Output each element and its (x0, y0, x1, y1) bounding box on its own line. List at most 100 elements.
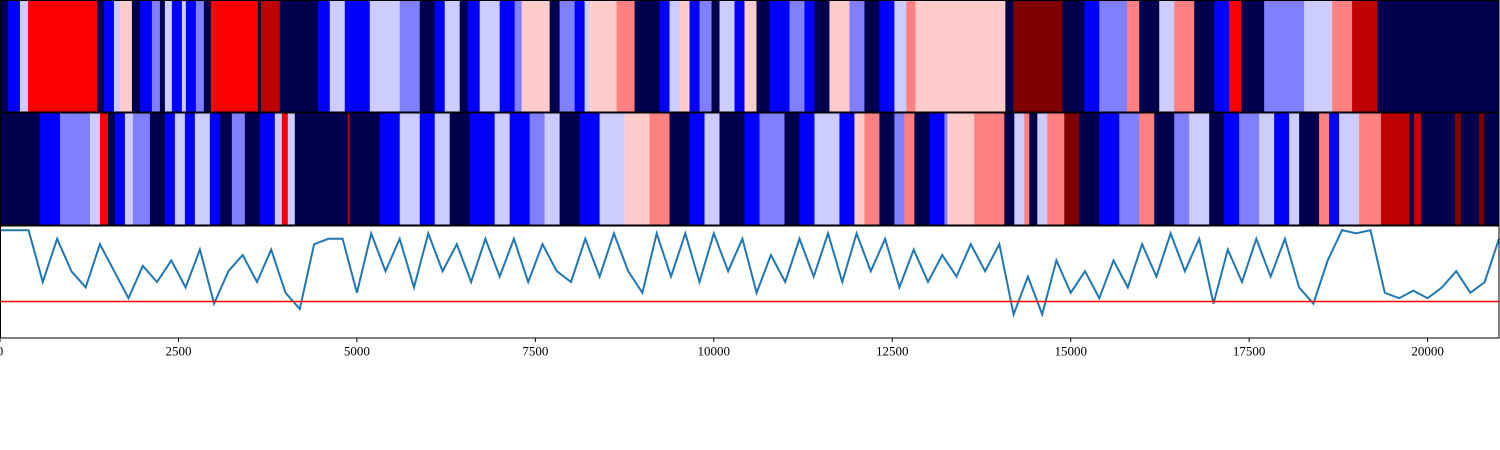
heat-cell (329, 0, 346, 112)
panel-frame (0, 112, 1500, 226)
heat-cell (549, 0, 560, 112)
heat-cell (257, 0, 262, 112)
heat-cell (509, 113, 530, 225)
heat-cell (124, 113, 134, 225)
heat-cell (274, 113, 283, 225)
heat-cell (210, 0, 259, 112)
heat-cell (1274, 113, 1290, 225)
heat-cell (1352, 0, 1378, 112)
heat-cell (704, 113, 720, 225)
heat-cell (894, 0, 907, 112)
heat-cell (759, 113, 785, 225)
heat-cell (347, 113, 351, 225)
heat-cell (559, 113, 580, 225)
heat-cell (589, 0, 617, 112)
heat-cell (1239, 113, 1260, 225)
heat-cell (1062, 0, 1085, 112)
heat-cell (114, 113, 126, 225)
heat-cell (399, 113, 421, 225)
heat-cell (574, 0, 585, 112)
heat-cell (1304, 0, 1333, 112)
heat-cell (131, 0, 141, 112)
x-tick-label: 2500 (165, 344, 191, 359)
heat-cell (1099, 0, 1128, 112)
heat-cell (659, 0, 670, 112)
x-tick-label: 0 (0, 344, 3, 359)
heat-cell (616, 0, 635, 112)
x-tick-label: 12500 (876, 344, 909, 359)
heat-cell (584, 0, 590, 112)
heat-cell (1174, 113, 1190, 225)
heat-cell (1455, 113, 1462, 225)
heat-cell (1024, 113, 1030, 225)
heat-cell (164, 0, 173, 112)
heat-cell (1479, 113, 1485, 225)
heat-cell (1159, 0, 1175, 112)
heat-cell (1332, 0, 1353, 112)
heat-cell (864, 0, 880, 112)
heat-cell (1047, 113, 1065, 225)
heat-cell (769, 0, 790, 112)
heat-cell (231, 113, 246, 225)
heat-cell (1079, 113, 1100, 225)
heat-cell (209, 113, 221, 225)
heat-cell (1259, 113, 1275, 225)
heat-cell (369, 0, 401, 112)
heat-cell (181, 0, 187, 112)
heat-cell (974, 113, 1005, 225)
heat-cell (0, 0, 9, 112)
heat-cell (599, 113, 625, 225)
heat-cell (529, 113, 545, 225)
heat-cell (1264, 0, 1305, 112)
heat-cell (159, 0, 166, 112)
heat-cell (799, 113, 815, 225)
heat-cell (784, 113, 800, 225)
heat-cell (669, 113, 690, 225)
heat-cell (1154, 113, 1175, 225)
heat-cell (894, 113, 905, 225)
heat-cell (929, 113, 945, 225)
heat-cell (119, 0, 133, 112)
heat-cell (854, 113, 865, 225)
heat-cell (19, 0, 29, 112)
heat-cell (849, 0, 865, 112)
heat-cell (1139, 0, 1160, 112)
heat-cell (1414, 113, 1422, 225)
heat-cell (1299, 113, 1320, 225)
heat-cell (444, 0, 460, 112)
heat-cell (756, 0, 770, 112)
heat-cell (317, 0, 331, 112)
heat-cell (1127, 0, 1140, 112)
heat-cell (814, 0, 830, 112)
heat-cell (1005, 0, 1014, 112)
heat-cell (559, 0, 575, 112)
heat-cell (1421, 113, 1456, 225)
heat-cell (219, 113, 233, 225)
heat-cell (59, 113, 91, 225)
heat-cell (1409, 113, 1415, 225)
heat-cell (434, 0, 446, 112)
heat-cell (1194, 0, 1215, 112)
heat-cell (744, 113, 760, 225)
heat-cell (1099, 113, 1120, 225)
heat-cell (1339, 113, 1360, 225)
heat-cell (734, 0, 745, 112)
x-tick-label: 20000 (1411, 344, 1444, 359)
heat-cell (434, 113, 450, 225)
heat-cell (906, 0, 916, 112)
heat-cell (514, 0, 522, 112)
heat-cell (1241, 0, 1265, 112)
panel-frame (0, 0, 1500, 113)
heat-cell (151, 0, 161, 112)
heat-cell (864, 113, 880, 225)
heat-cell (27, 0, 98, 112)
heat-cell (804, 0, 815, 112)
heat-cell (99, 113, 109, 225)
heat-cell (379, 113, 401, 225)
heat-cell (1289, 113, 1300, 225)
heat-cell (829, 0, 850, 112)
heat-cell (1209, 113, 1225, 225)
heat-cell (1189, 113, 1210, 225)
heat-cell (679, 0, 690, 112)
heat-cell (1037, 113, 1048, 225)
